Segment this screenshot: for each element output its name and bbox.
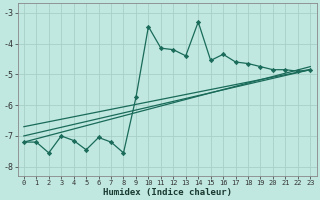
X-axis label: Humidex (Indice chaleur): Humidex (Indice chaleur)	[103, 188, 232, 197]
